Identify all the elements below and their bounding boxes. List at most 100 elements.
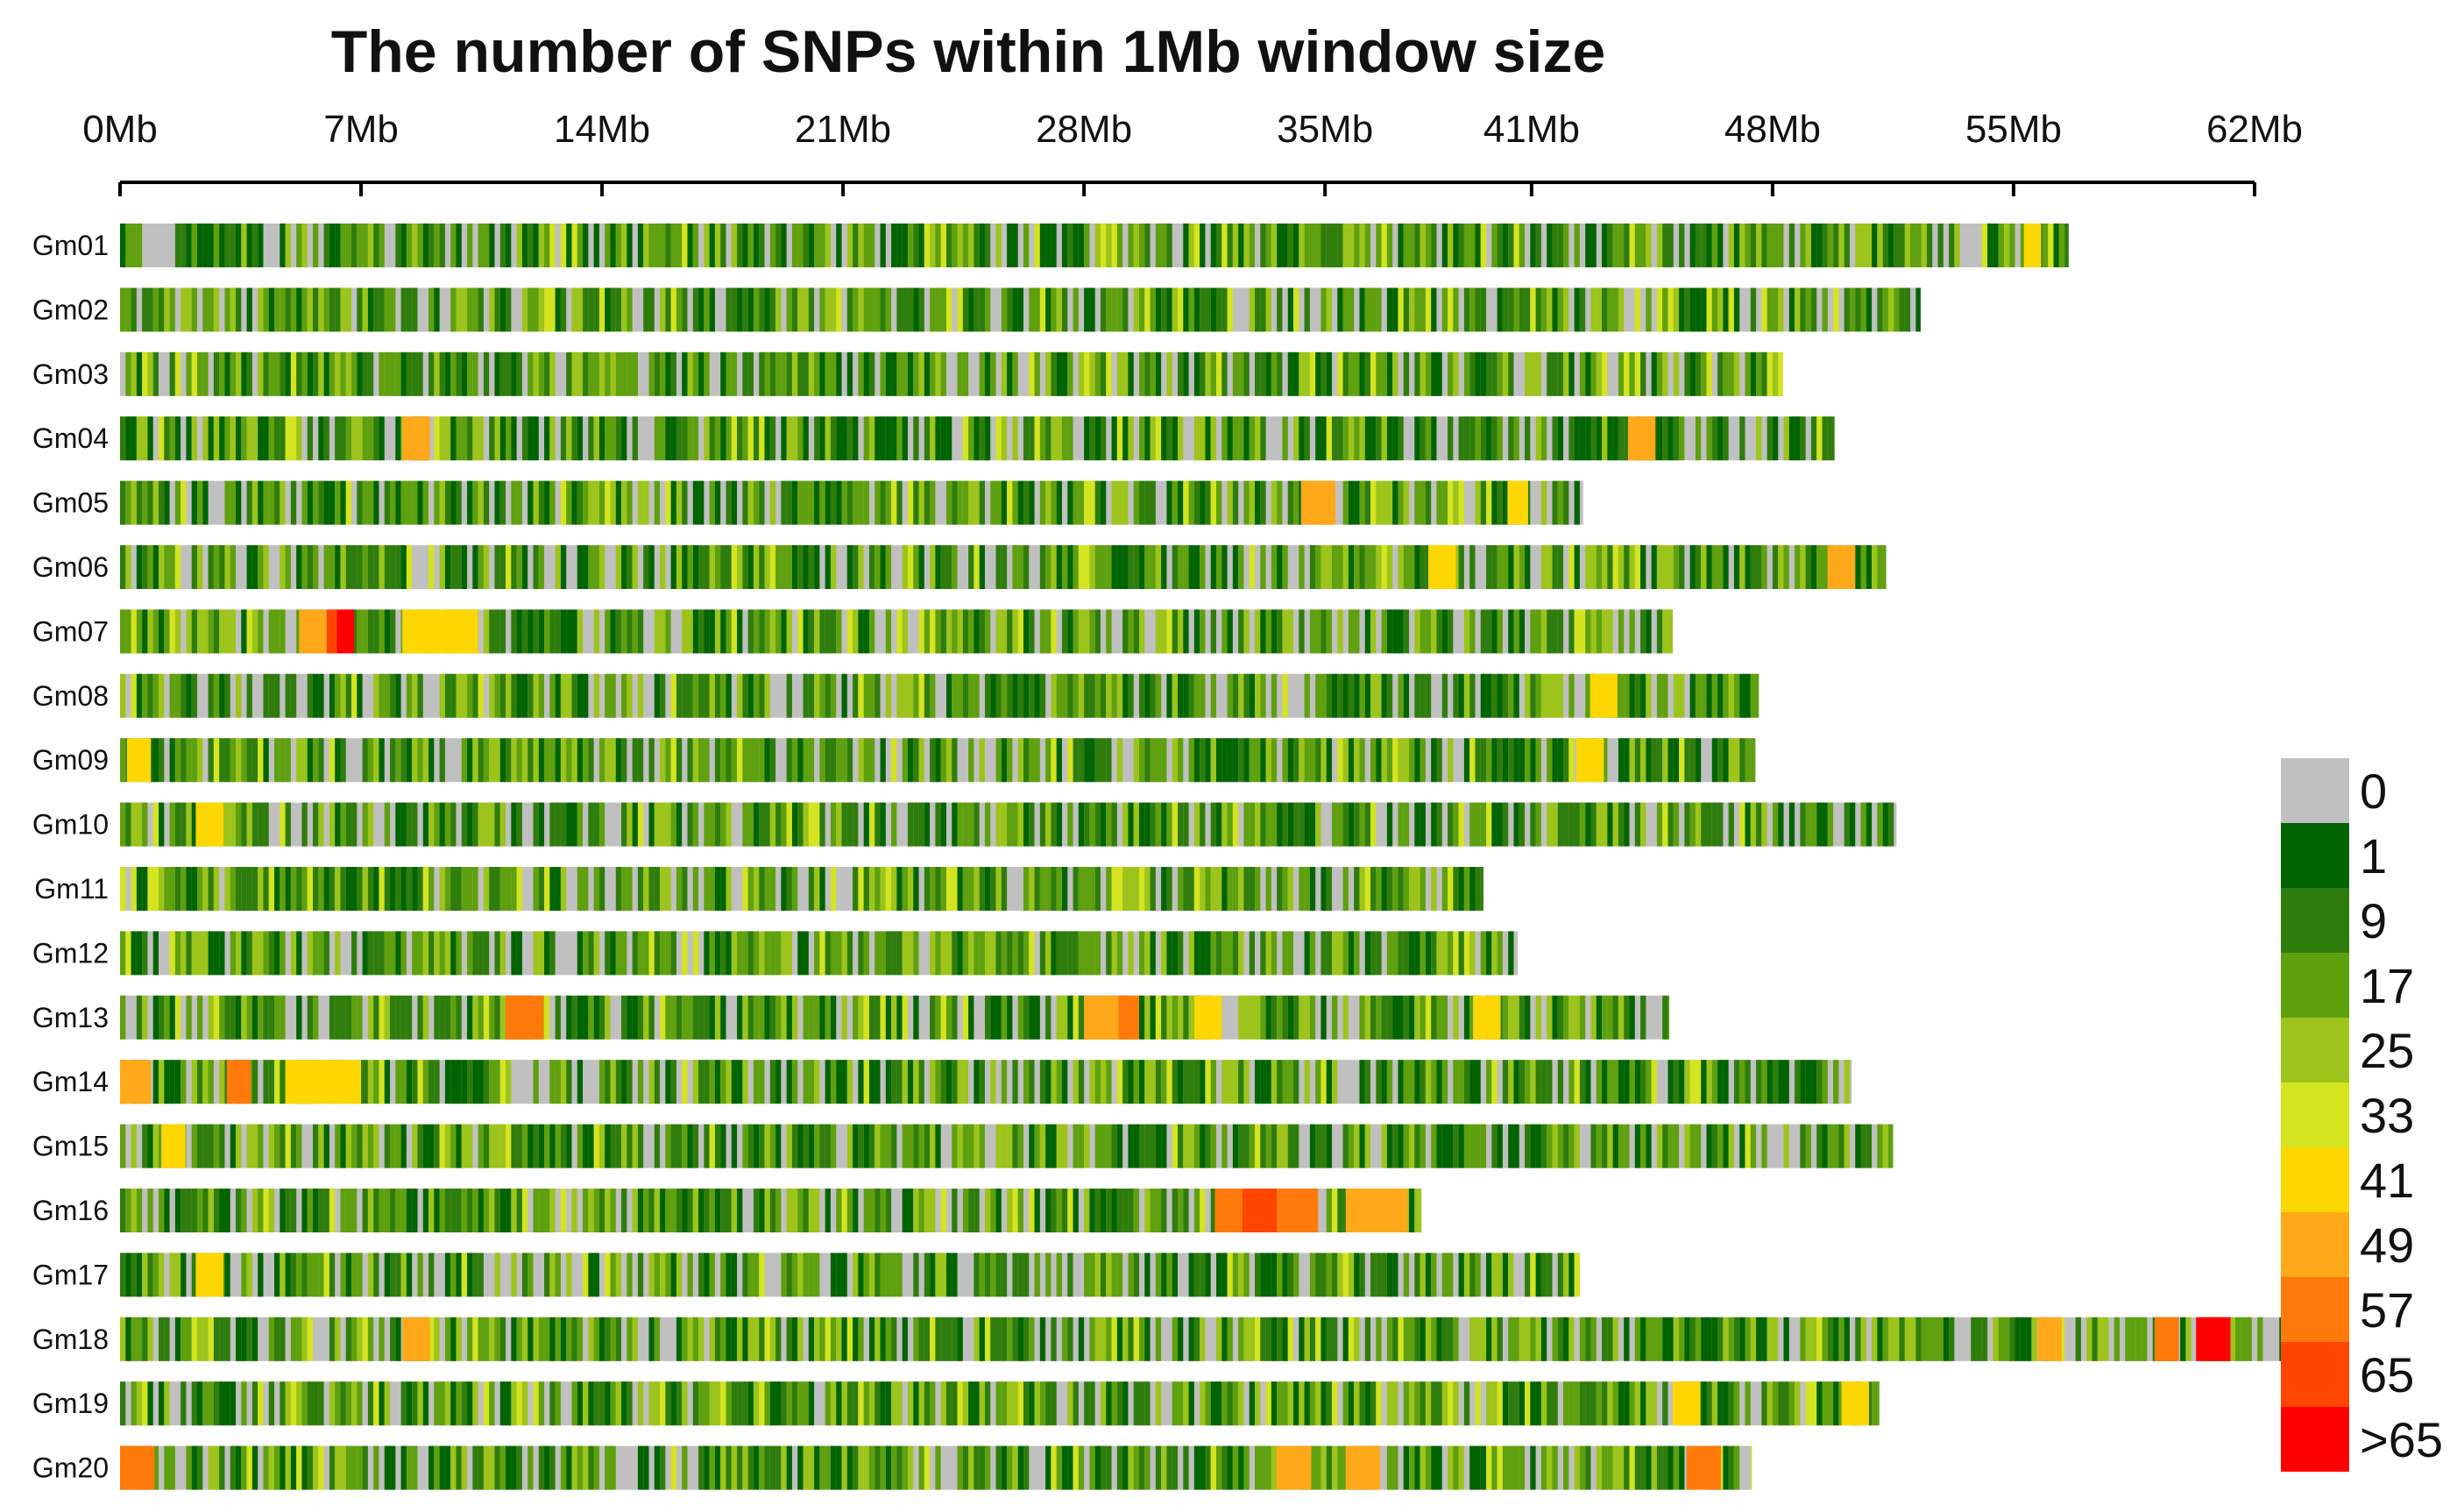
snp-window [434,1124,440,1168]
snp-window [913,288,919,332]
snp-window [390,351,396,396]
snp-window [313,931,319,976]
snp-window [1448,1317,1454,1361]
snp-window [808,545,815,589]
snp-window [726,931,732,976]
snp-window [1877,288,1883,332]
snp-hotspot [402,1317,430,1361]
snp-window [1453,224,1459,267]
snp-window [1634,802,1641,847]
snp-window [1200,1381,1206,1426]
snp-window [1547,288,1553,332]
snp-window [351,867,358,911]
snp-window [692,1317,699,1361]
snp-window [236,995,242,1040]
snp-window [136,545,143,589]
snp-window [516,1124,522,1168]
snp-window [1579,995,1586,1040]
snp-window [1133,480,1139,525]
snp-window [120,802,126,847]
snp-window [159,545,165,589]
snp-window [307,1381,314,1426]
snp-window [467,224,473,267]
snp-window [1183,1445,1189,1490]
snp-hotspot [1827,545,1856,589]
snp-window [147,545,153,589]
snp-window [1061,931,1068,976]
snp-window [1448,224,1454,267]
snp-window [665,480,671,525]
snp-window [461,738,468,783]
snp-window [400,1189,407,1232]
snp-window [1579,1317,1586,1361]
legend-swatch [2281,888,2349,953]
snp-window [726,673,732,718]
snp-window [400,480,407,525]
snp-window [1106,351,1112,396]
snp-window [384,351,391,396]
snp-window [120,931,126,976]
snp-window [1128,931,1134,976]
snp-window [1128,802,1134,847]
snp-window [781,224,787,267]
snp-window [940,1253,946,1297]
snp-window [593,224,599,267]
snp-window [577,1381,584,1426]
snp-window [1684,802,1690,847]
snp-window [1469,867,1476,911]
snp-window [417,931,423,976]
snp-window [1007,1381,1013,1426]
snp-window [1894,288,1900,332]
snp-window [1111,867,1117,911]
snp-window [1089,1445,1095,1490]
snp-window [1508,931,1514,976]
snp-window [1855,288,1861,332]
snp-window [648,867,655,911]
snp-window [962,802,969,847]
snp-window [1309,224,1316,267]
snp-window [940,1317,946,1361]
snp-window [1205,288,1211,332]
snp-window [791,1317,798,1361]
chromosome-label: Gm12 [32,937,109,969]
snp-window [759,1189,765,1232]
snp-window [494,288,500,332]
snp-window [1695,1124,1702,1168]
snp-window [1733,1317,1740,1361]
snp-window [1122,673,1129,718]
snp-window [698,995,705,1040]
snp-window [406,1253,413,1297]
snp-window [169,1060,175,1104]
snp-window [1689,1060,1696,1104]
snp-window [544,224,550,267]
snp-window [737,1381,743,1426]
snp-window [627,995,633,1040]
snp-window [1210,1060,1217,1104]
snp-window [136,931,143,976]
snp-window [1640,1445,1646,1490]
legend-swatch [2281,1342,2349,1407]
snp-window [742,1317,748,1361]
snp-window [533,738,539,783]
snp-window [1315,1124,1321,1168]
snp-window [924,351,931,396]
snp-window [918,1060,924,1104]
snp-window [555,1060,561,1104]
snp-window [274,416,280,461]
snp-window [1822,545,1828,589]
snp-window [648,931,655,976]
snp-window [962,1124,969,1168]
snp-window [1299,224,1305,267]
snp-window [241,738,247,783]
snp-window [968,224,974,267]
snp-window [1904,224,1911,267]
snp-window [709,931,715,976]
snp-window [1216,480,1222,525]
snp-window [1017,1189,1023,1232]
snp-window [384,1253,391,1297]
snp-window [1337,738,1343,783]
snp-window [538,802,545,847]
snp-window [280,288,286,332]
snp-window [213,224,220,267]
snp-window [1750,224,1757,267]
